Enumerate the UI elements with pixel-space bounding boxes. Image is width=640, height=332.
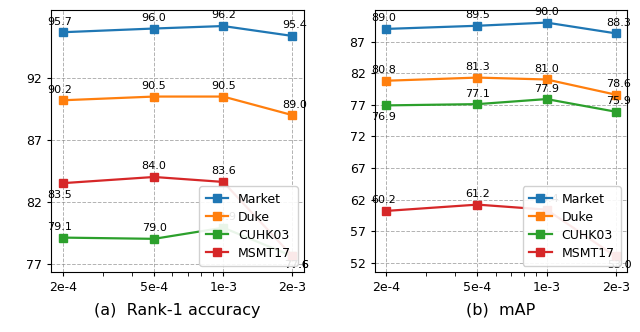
Text: 96.0: 96.0 <box>141 13 166 23</box>
Text: 78.6: 78.6 <box>606 79 631 89</box>
Line: MSMT17: MSMT17 <box>59 173 296 260</box>
Text: 80.8: 80.8 <box>371 65 396 75</box>
Duke <box>543 77 550 81</box>
CUHK03 <box>59 236 67 240</box>
CUHK03 <box>220 226 227 230</box>
Text: 77.1: 77.1 <box>465 89 490 99</box>
Text: 76.9: 76.9 <box>371 112 396 122</box>
Text: 60.2: 60.2 <box>371 195 396 206</box>
MSMT17 <box>150 175 158 179</box>
Duke <box>59 98 67 102</box>
Text: 88.3: 88.3 <box>606 18 631 28</box>
Text: 95.7: 95.7 <box>47 17 72 27</box>
Line: MSMT17: MSMT17 <box>382 201 620 260</box>
Market <box>612 31 620 35</box>
Duke <box>474 76 481 80</box>
Text: 81.3: 81.3 <box>465 62 490 72</box>
Line: Market: Market <box>59 22 296 40</box>
Text: 83.5: 83.5 <box>47 190 72 200</box>
Text: 77.6: 77.6 <box>284 260 309 270</box>
Duke <box>150 95 158 99</box>
Text: 90.5: 90.5 <box>211 81 236 91</box>
Text: 53.0: 53.0 <box>607 260 632 270</box>
Line: CUHK03: CUHK03 <box>382 95 620 116</box>
Text: 84.0: 84.0 <box>141 161 166 171</box>
CUHK03 <box>289 254 296 258</box>
Text: 90.5: 90.5 <box>141 81 166 91</box>
MSMT17 <box>220 180 227 184</box>
Legend: Market, Duke, CUHK03, MSMT17: Market, Duke, CUHK03, MSMT17 <box>200 187 298 266</box>
Market <box>59 30 67 34</box>
MSMT17 <box>612 254 620 258</box>
Market <box>382 27 390 31</box>
X-axis label: (b)  mAP: (b) mAP <box>467 302 536 318</box>
Market <box>543 21 550 25</box>
Line: CUHK03: CUHK03 <box>59 224 296 260</box>
MSMT17 <box>289 254 296 258</box>
Duke <box>612 93 620 97</box>
X-axis label: (a)  Rank-1 accuracy: (a) Rank-1 accuracy <box>94 302 260 318</box>
CUHK03 <box>543 97 550 101</box>
MSMT17 <box>382 209 390 213</box>
Line: Duke: Duke <box>59 93 296 119</box>
Text: 61.2: 61.2 <box>465 189 490 199</box>
Duke <box>382 79 390 83</box>
Text: 89.5: 89.5 <box>465 10 490 20</box>
Market <box>289 34 296 38</box>
Legend: Market, Duke, CUHK03, MSMT17: Market, Duke, CUHK03, MSMT17 <box>523 187 621 266</box>
MSMT17 <box>543 208 550 212</box>
CUHK03 <box>150 237 158 241</box>
Text: 60.4: 60.4 <box>534 194 559 204</box>
Line: Duke: Duke <box>382 74 620 99</box>
CUHK03 <box>382 103 390 107</box>
Text: 79.9: 79.9 <box>211 212 236 222</box>
Text: 95.4: 95.4 <box>283 20 308 31</box>
Market <box>150 27 158 31</box>
Text: 96.2: 96.2 <box>211 11 236 21</box>
MSMT17 <box>59 181 67 185</box>
CUHK03 <box>474 102 481 106</box>
Text: 90.0: 90.0 <box>534 7 559 17</box>
MSMT17 <box>474 203 481 207</box>
Text: 77.6: 77.6 <box>284 260 309 270</box>
Text: 90.2: 90.2 <box>47 85 72 95</box>
Duke <box>289 113 296 117</box>
Market <box>474 24 481 28</box>
Text: 79.0: 79.0 <box>141 223 166 233</box>
Line: Market: Market <box>382 19 620 37</box>
Text: 79.1: 79.1 <box>47 222 72 232</box>
Market <box>220 24 227 28</box>
Text: 89.0: 89.0 <box>371 13 396 23</box>
Text: 83.6: 83.6 <box>211 166 236 176</box>
Text: 81.0: 81.0 <box>534 64 559 74</box>
CUHK03 <box>612 110 620 114</box>
Duke <box>220 95 227 99</box>
Text: 77.9: 77.9 <box>534 84 559 94</box>
Text: 75.9: 75.9 <box>606 96 631 106</box>
Text: 89.0: 89.0 <box>283 100 308 110</box>
